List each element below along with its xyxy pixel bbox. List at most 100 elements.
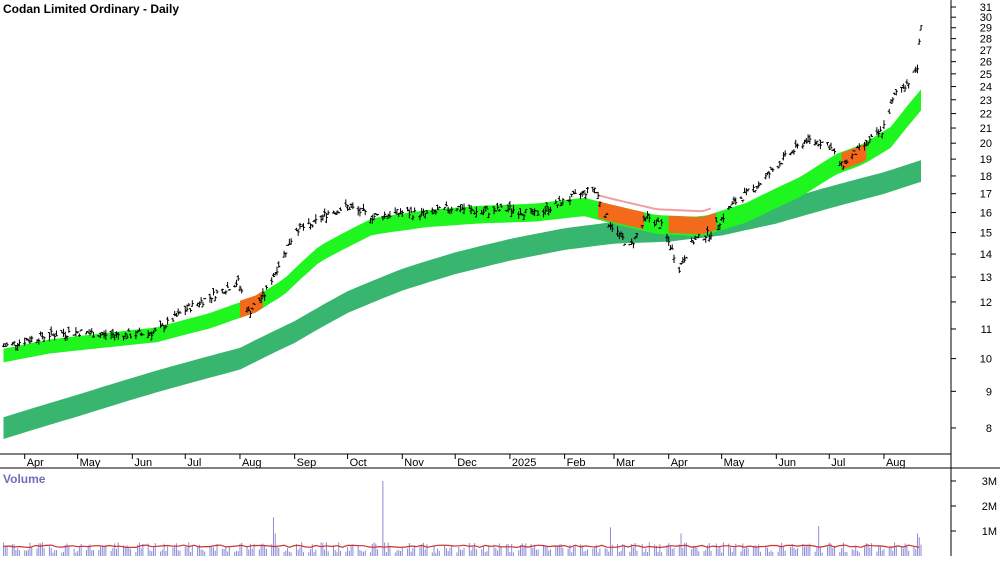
price-bar <box>751 184 755 193</box>
price-bar <box>136 330 140 334</box>
price-bar <box>213 295 217 302</box>
price-bar <box>510 208 514 218</box>
price-bar <box>307 218 311 225</box>
price-bar <box>578 192 582 200</box>
price-bar <box>764 173 768 180</box>
price-bar <box>310 224 314 228</box>
price-bar <box>127 328 131 332</box>
price-bar <box>672 254 676 264</box>
price-bar <box>605 212 609 216</box>
price-tick-label: 19 <box>980 154 992 166</box>
price-bar <box>894 89 898 96</box>
price-bar <box>554 199 558 205</box>
price-tick-label: 30 <box>980 12 992 24</box>
price-bar <box>603 215 607 219</box>
price-tick-label: 27 <box>980 45 992 57</box>
price-bar <box>543 205 547 216</box>
price-bar <box>361 203 365 211</box>
price-bar <box>37 338 41 345</box>
price-bar <box>17 339 21 347</box>
volume-bars <box>3 481 922 556</box>
date-tick-label: Apr <box>671 457 688 469</box>
price-bar <box>125 334 129 340</box>
price-bar <box>571 190 575 195</box>
price-bar <box>363 209 367 216</box>
date-tick-label: Jul <box>187 457 201 469</box>
price-bar <box>586 186 590 194</box>
price-bar <box>282 250 286 258</box>
price-bar <box>497 209 501 212</box>
price-bar <box>840 161 844 167</box>
price-bar <box>531 209 535 216</box>
price-bar <box>123 332 127 338</box>
price-bars <box>2 25 923 351</box>
price-bar <box>2 343 6 348</box>
price-bar <box>473 211 477 215</box>
price-bar <box>668 245 672 251</box>
price-bar <box>829 142 833 149</box>
price-bar <box>324 213 328 224</box>
price-bar <box>557 195 561 201</box>
date-tick-label: Mar <box>616 457 635 469</box>
price-bar <box>16 342 20 351</box>
price-bar <box>635 232 639 239</box>
date-tick-label: Apr <box>27 457 44 469</box>
price-bar <box>227 288 231 291</box>
price-bar <box>704 235 708 243</box>
price-bar <box>790 150 794 154</box>
price-bar <box>335 210 339 216</box>
price-bar <box>88 329 92 336</box>
date-tick-label: Oct <box>350 457 367 469</box>
price-bar <box>744 188 748 196</box>
price-bar <box>647 214 651 223</box>
price-bar <box>481 208 485 216</box>
price-bar <box>548 206 552 214</box>
price-bar <box>111 328 115 338</box>
price-bar <box>240 288 244 294</box>
price-tick-label: 11 <box>981 324 992 336</box>
price-bar <box>817 143 821 147</box>
price-bar <box>522 213 526 221</box>
price-bar <box>506 204 510 213</box>
price-bar <box>536 210 540 216</box>
price-bar <box>608 222 612 230</box>
price-bar <box>891 97 895 103</box>
price-bar <box>492 206 496 215</box>
date-tick-label: 2025 <box>512 457 536 469</box>
price-bar <box>706 226 710 236</box>
price-bar <box>252 302 256 306</box>
price-bar <box>728 205 732 208</box>
price-bar <box>360 208 364 210</box>
price-tick-label: 17 <box>980 189 992 201</box>
price-bar <box>707 234 711 242</box>
price-bar <box>459 204 463 213</box>
price-bar <box>314 214 318 224</box>
price-bar <box>739 196 743 199</box>
price-bar <box>171 317 175 322</box>
price-bar <box>372 213 376 221</box>
price-bar <box>755 186 759 190</box>
date-tick-label: Jun <box>778 457 796 469</box>
price-bar <box>374 213 378 215</box>
price-bar <box>900 86 904 93</box>
price-bar <box>850 153 854 160</box>
price-bar <box>407 209 411 219</box>
price-bar <box>901 83 905 89</box>
price-bar <box>42 336 46 342</box>
price-bar <box>418 215 422 221</box>
chart-title: Codan Limited Ordinary - Daily <box>3 2 180 16</box>
price-tick-label: 12 <box>980 297 992 309</box>
price-bar <box>781 152 785 161</box>
price-bar <box>199 297 203 304</box>
price-bar <box>455 207 459 212</box>
price-bar <box>561 198 565 205</box>
price-bar <box>623 243 627 246</box>
price-tick-label: 31 <box>980 2 992 14</box>
price-bar <box>92 332 96 338</box>
price-bar <box>880 132 884 139</box>
price-bar <box>220 288 224 294</box>
price-bar <box>803 139 807 145</box>
price-bar <box>746 188 750 192</box>
price-bar <box>54 330 58 337</box>
price-bar <box>406 206 410 212</box>
